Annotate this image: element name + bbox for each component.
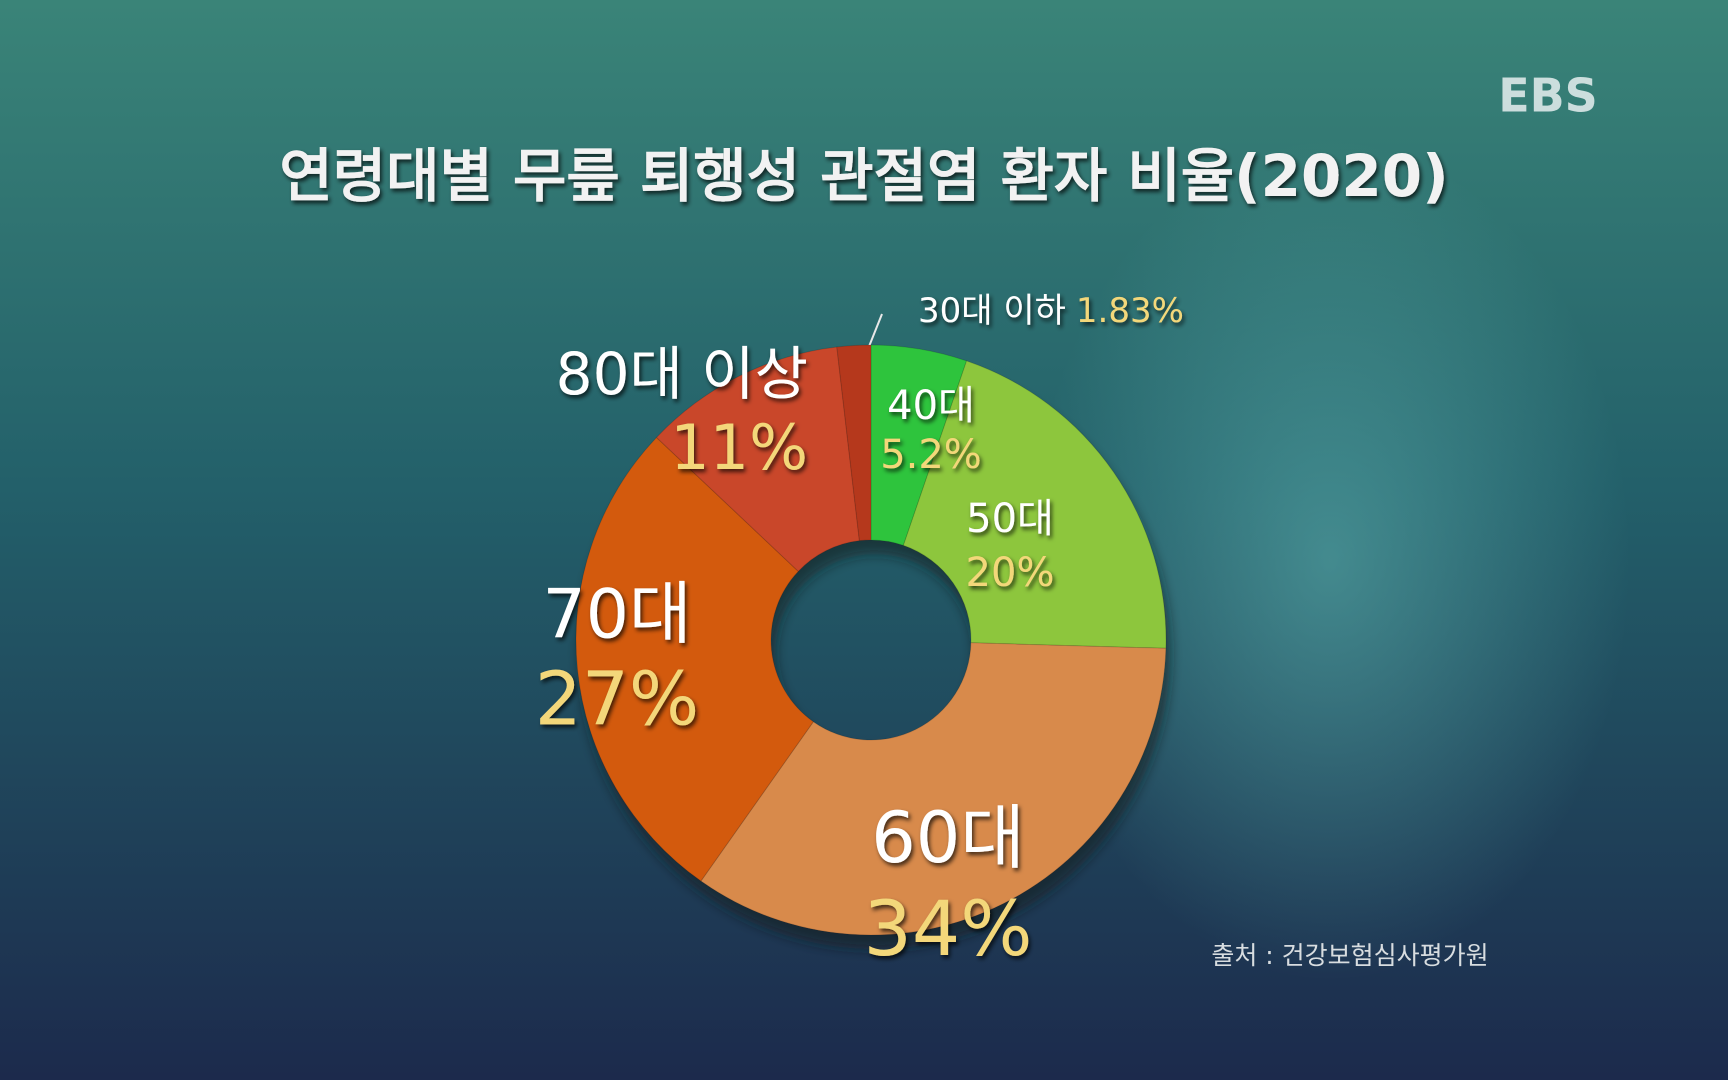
value-label: 5.2%: [880, 432, 982, 478]
logo: EBS: [1498, 69, 1598, 123]
chart-title: 연령대별 무릎 퇴행성 관절염 환자 비율(2020): [279, 142, 1448, 210]
category-label: 40대: [887, 383, 975, 429]
category-label: 60대: [871, 797, 1024, 879]
value-label: 11%: [670, 411, 808, 484]
donut-slice: [836, 344, 872, 542]
value-label: 20%: [966, 550, 1055, 596]
category-label: 50대: [966, 496, 1054, 542]
donut-slice: [700, 642, 1167, 936]
donut: [575, 344, 1167, 936]
category-label: 30대 이하: [918, 291, 1066, 331]
slice-label: 30대 이하 1.83%: [918, 291, 1184, 331]
value-label: 1.83%: [1076, 291, 1184, 331]
value-label: 27%: [535, 657, 699, 743]
value-label: 34%: [864, 884, 1033, 973]
category-label: 80대 이상: [556, 340, 808, 408]
category-label: 70대: [542, 576, 691, 655]
background-image: [1030, 140, 1630, 980]
donut-slice: [655, 346, 860, 573]
source: 출처 : 건강보험심사평가원: [1211, 941, 1488, 970]
donut-slice: [902, 360, 1167, 649]
donut-slice: [575, 436, 815, 882]
